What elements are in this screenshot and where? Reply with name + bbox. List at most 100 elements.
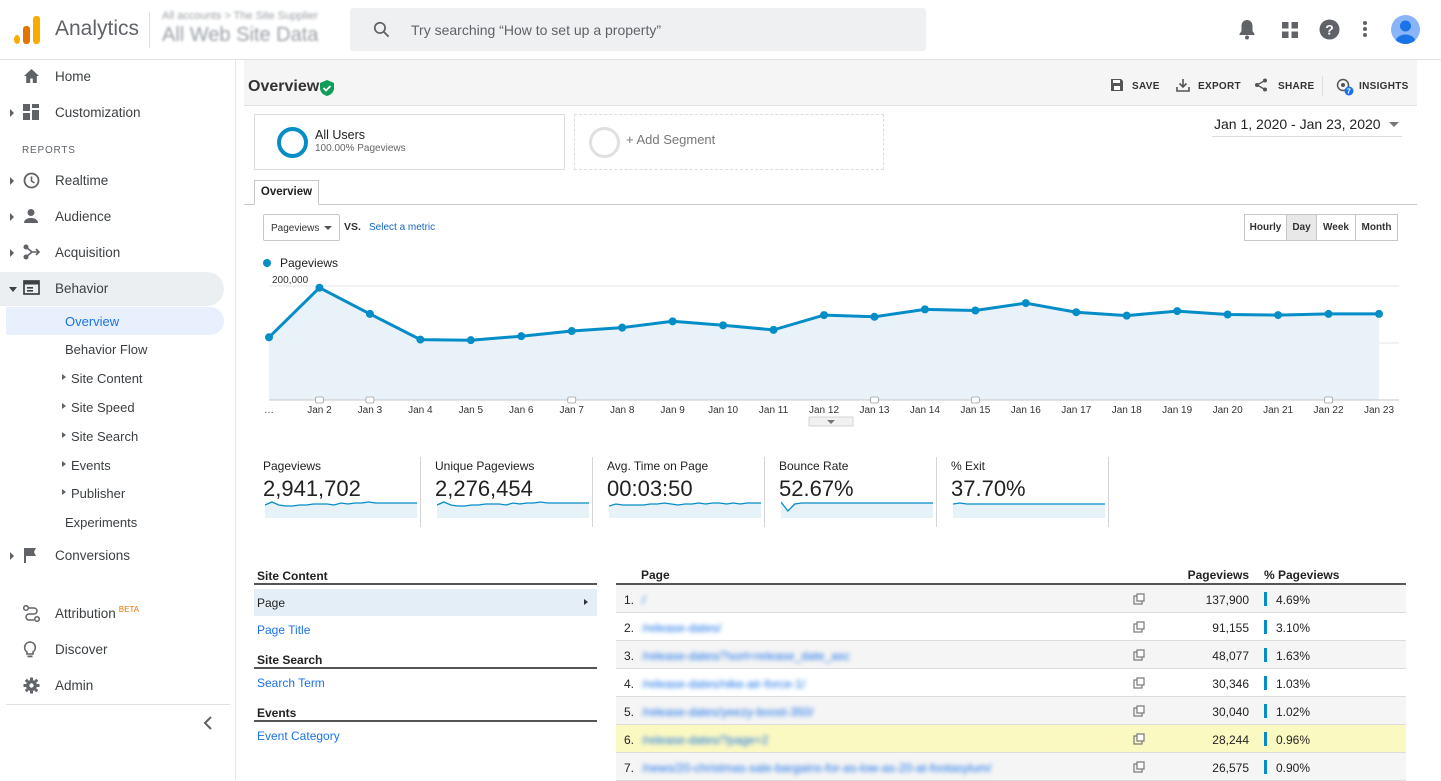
page-link[interactable]: /release-dates/?sort=release_date_asc — [642, 649, 850, 663]
account-avatar[interactable] — [1391, 15, 1420, 44]
open-external-icon[interactable] — [1133, 621, 1145, 636]
table-row[interactable]: 7. /news/20-christmas-sale-bargains-for-a… — [616, 753, 1406, 781]
data-point[interactable] — [618, 323, 627, 332]
sidebar-item-conversions[interactable]: Conversions — [0, 539, 224, 573]
data-point[interactable] — [1173, 307, 1182, 316]
page-link[interactable]: /release-dates/?page=2 — [642, 733, 769, 747]
granularity-hourly-button[interactable]: Hourly — [1244, 214, 1287, 241]
page-link[interactable]: /release-dates/yeezy-boost-350/ — [642, 705, 814, 719]
table-row[interactable]: 1. / 137,900 4.69% — [616, 585, 1406, 613]
table-row[interactable]: 2. /release-dates/91,155 3.10% — [616, 613, 1406, 641]
data-point[interactable] — [971, 306, 980, 315]
date-range-picker[interactable]: Jan 1, 2020 - Jan 23, 2020 — [1214, 116, 1399, 132]
scorecard-avg-time-on-page[interactable]: Avg. Time on Page 00:03:50 — [597, 457, 765, 527]
collapse-sidebar-chevron-icon[interactable] — [203, 716, 213, 730]
data-point[interactable] — [769, 325, 778, 334]
open-external-icon[interactable] — [1133, 677, 1145, 692]
granularity-month-button[interactable]: Month — [1355, 214, 1398, 241]
apps-grid-icon[interactable] — [1282, 22, 1298, 38]
search-input[interactable]: Try searching “How to set up a property” — [411, 22, 662, 38]
data-point[interactable] — [820, 311, 828, 320]
table-row[interactable]: 3. /release-dates/?sort=release_date_asc 4… — [616, 641, 1406, 669]
data-point[interactable] — [1021, 299, 1030, 308]
data-point[interactable] — [265, 333, 273, 342]
tab-overview[interactable]: Overview — [254, 180, 319, 205]
annotation-marker-icon[interactable] — [970, 396, 980, 404]
data-point[interactable] — [1223, 310, 1232, 319]
data-point[interactable] — [567, 327, 576, 336]
sidebar-item-site-search[interactable]: Site Search — [6, 422, 224, 450]
scorecard-bounce-rate[interactable]: Bounce Rate 52.67% — [769, 457, 937, 527]
open-external-icon[interactable] — [1133, 761, 1145, 776]
data-point[interactable] — [466, 336, 475, 345]
data-point[interactable] — [719, 321, 728, 330]
sidebar-item-admin[interactable]: Admin — [0, 669, 224, 703]
data-point[interactable] — [416, 335, 425, 344]
view-selector[interactable]: All Web Site Data — [162, 24, 319, 46]
dimension-page-title-link[interactable]: Page Title — [257, 623, 311, 637]
sidebar-item-behavior-flow[interactable]: Behavior Flow — [6, 335, 224, 363]
table-row[interactable]: 6. /release-dates/?page=2 28,244 0.96% — [616, 725, 1406, 753]
annotation-marker-icon[interactable] — [870, 396, 879, 404]
dimension-search-term-link[interactable]: Search Term — [257, 676, 325, 690]
add-segment-button[interactable]: + Add Segment — [574, 114, 884, 170]
scorecard-exit[interactable]: % Exit 37.70% — [941, 457, 1109, 527]
data-point[interactable] — [668, 317, 677, 326]
sidebar-item-publisher[interactable]: Publisher — [6, 479, 224, 507]
analytics-logo-icon[interactable] — [14, 16, 40, 44]
search-bar[interactable]: Try searching “How to set up a property” — [350, 8, 926, 51]
sidebar-item-realtime[interactable]: Realtime — [0, 164, 224, 198]
dimension-page[interactable]: Page — [254, 589, 597, 616]
open-external-icon[interactable] — [1133, 649, 1145, 664]
top-bar: Analytics All accounts > The Site Suppli… — [0, 0, 1441, 60]
sidebar-item-label: Behavior Flow — [65, 342, 148, 357]
page-link[interactable]: /release-dates/ — [642, 621, 722, 635]
sidebar-item-site-content[interactable]: Site Content — [6, 364, 224, 392]
data-point[interactable] — [870, 312, 879, 321]
data-point[interactable] — [1122, 311, 1131, 320]
sidebar-item-customization[interactable]: Customization — [0, 96, 224, 130]
data-point[interactable] — [1072, 308, 1081, 317]
sidebar-item-behavior-overview[interactable]: Overview — [6, 307, 224, 335]
metric-dropdown[interactable]: Pageviews — [263, 214, 340, 241]
page-link[interactable]: / — [642, 593, 646, 607]
sidebar-item-home[interactable]: Home — [0, 60, 224, 94]
page-link[interactable]: /news/20-christmas-sale-bargains-for-as-… — [642, 761, 992, 775]
sidebar-item-events[interactable]: Events — [6, 451, 224, 479]
help-icon[interactable]: ? — [1319, 19, 1340, 40]
segment-all-users[interactable]: All Users 100.00% Pageviews — [254, 114, 565, 170]
select-metric-link[interactable]: Select a metric — [369, 222, 436, 233]
account-path[interactable]: All accounts > The Site Supplier — [162, 10, 319, 22]
scorecard-unique-pageviews[interactable]: Unique Pageviews 2,276,454 — [425, 457, 593, 527]
granularity-day-button[interactable]: Day — [1286, 214, 1317, 241]
annotation-marker-icon[interactable] — [567, 396, 577, 404]
open-external-icon[interactable] — [1133, 593, 1145, 608]
more-vert-icon[interactable] — [1362, 20, 1368, 38]
data-point[interactable] — [517, 332, 526, 341]
data-point[interactable] — [1274, 311, 1283, 320]
data-point[interactable] — [365, 309, 374, 318]
sidebar-item-site-speed[interactable]: Site Speed — [6, 393, 224, 421]
notifications-bell-icon[interactable] — [1237, 18, 1257, 40]
granularity-week-button[interactable]: Week — [1316, 214, 1356, 241]
annotation-marker-icon[interactable] — [1324, 396, 1333, 404]
sidebar-item-behavior[interactable]: Behavior — [0, 272, 224, 306]
sidebar-item-attribution[interactable]: Attribution BETA — [0, 597, 224, 631]
data-point[interactable] — [920, 305, 929, 314]
data-point[interactable] — [1375, 309, 1383, 318]
scorecard-pageviews[interactable]: Pageviews 2,941,702 — [253, 457, 421, 527]
annotation-marker-icon[interactable] — [365, 396, 375, 404]
open-external-icon[interactable] — [1133, 705, 1145, 720]
sidebar-item-audience[interactable]: Audience — [0, 200, 224, 234]
sidebar-item-acquisition[interactable]: Acquisition — [0, 236, 224, 270]
open-external-icon[interactable] — [1133, 733, 1145, 748]
annotation-marker-icon[interactable] — [315, 396, 324, 404]
dimension-event-category-link[interactable]: Event Category — [257, 729, 340, 743]
sidebar-item-discover[interactable]: Discover — [0, 633, 224, 667]
data-point[interactable] — [1324, 309, 1333, 318]
table-row[interactable]: 4. /release-dates/nike-air-force-1/30,346… — [616, 669, 1406, 697]
page-link[interactable]: /release-dates/nike-air-force-1/ — [642, 677, 806, 691]
data-point[interactable] — [315, 283, 324, 292]
table-row[interactable]: 5. /release-dates/yeezy-boost-350/30,040 1… — [616, 697, 1406, 725]
sidebar-item-experiments[interactable]: Experiments — [6, 508, 224, 536]
